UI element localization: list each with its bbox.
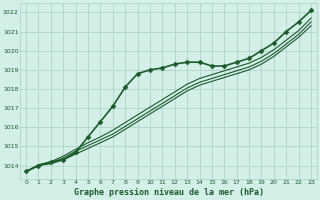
X-axis label: Graphe pression niveau de la mer (hPa): Graphe pression niveau de la mer (hPa) (74, 188, 264, 197)
